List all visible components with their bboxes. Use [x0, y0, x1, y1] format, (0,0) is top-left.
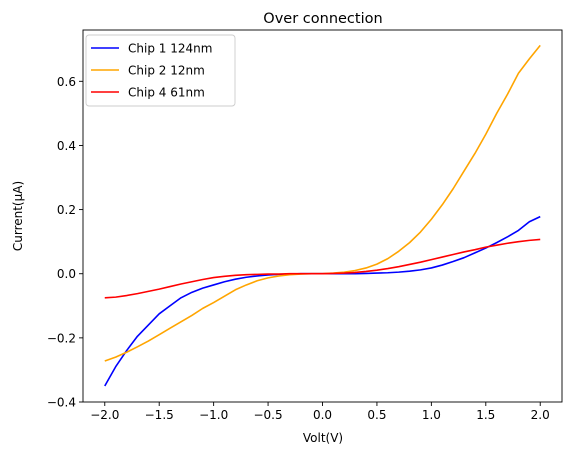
x-tick-label: 2.0 [531, 408, 550, 422]
legend: Chip 1 124nm Chip 2 12nm Chip 4 61nm [86, 35, 235, 106]
y-tick-label: 0.4 [57, 139, 76, 153]
y-tick-label: 0.0 [57, 267, 76, 281]
y-tick-label: 0.2 [57, 203, 76, 217]
x-axis-ticks: −2.0 −1.5 −1.0 −0.5 0.0 0.5 1.0 1.5 2.0 [90, 402, 550, 422]
y-tick-label: −0.2 [47, 331, 76, 345]
chart-title: Over connection [263, 11, 382, 27]
x-tick-label: −0.5 [253, 408, 282, 422]
y-axis-ticks: −0.4 −0.2 0.0 0.2 0.4 0.6 [47, 75, 83, 410]
x-tick-label: −1.0 [199, 408, 228, 422]
series-line-3 [105, 239, 540, 297]
x-tick-label: −2.0 [90, 408, 119, 422]
y-tick-label: −0.4 [47, 396, 76, 410]
x-axis-label: Volt(V) [303, 431, 343, 445]
series-line-1 [105, 217, 540, 386]
legend-label: Chip 4 61nm [128, 86, 205, 100]
x-tick-label: 0.0 [313, 408, 332, 422]
legend-label: Chip 2 12nm [128, 64, 205, 78]
legend-label: Chip 1 124nm [128, 42, 212, 56]
x-tick-label: 1.0 [422, 408, 441, 422]
x-tick-label: 0.5 [367, 408, 386, 422]
x-tick-label: 1.5 [476, 408, 495, 422]
y-axis-label: Current(μA) [11, 181, 25, 251]
x-tick-label: −1.5 [145, 408, 174, 422]
y-tick-label: 0.6 [57, 75, 76, 89]
